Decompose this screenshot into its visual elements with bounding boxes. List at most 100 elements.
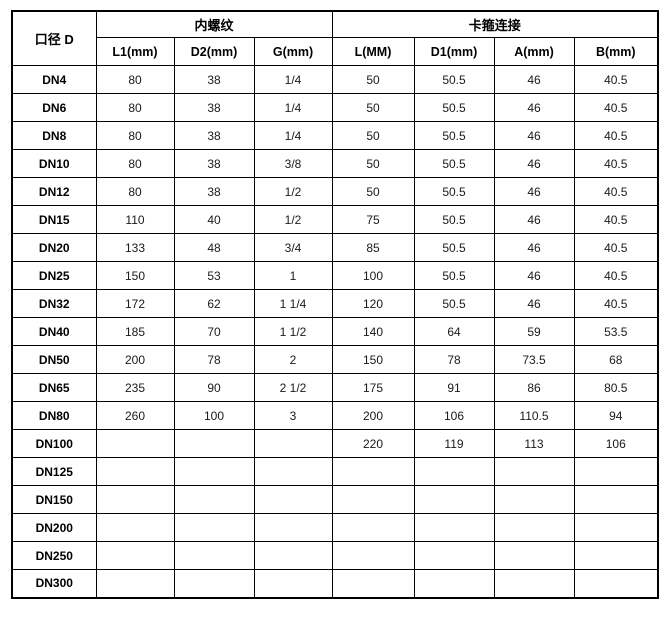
data-cell: 106: [573, 429, 659, 458]
data-cell: 53: [173, 261, 255, 290]
data-cell: 200: [331, 401, 415, 430]
data-cell: [173, 541, 255, 570]
data-cell: [173, 569, 255, 598]
data-cell: 50: [331, 93, 415, 122]
data-cell: 40.5: [573, 261, 659, 290]
data-cell: 140: [331, 317, 415, 346]
data-cell: 50.5: [413, 289, 495, 318]
group-header-internal-thread: 内螺纹: [95, 10, 333, 38]
row-header-cell: DN125: [11, 457, 97, 486]
pipe-fitting-spec-table: 口径 D 内螺纹 卡箍连接 L1(mm) D2(mm) G(mm) L(MM) …: [11, 10, 660, 599]
data-cell: 80: [95, 149, 175, 178]
data-cell: 46: [493, 233, 575, 262]
data-cell: 38: [173, 93, 255, 122]
table-row: DN32 172 62 1 1/4 120 50.5 46 40.5: [11, 289, 659, 318]
data-cell: [173, 485, 255, 514]
data-cell: [95, 429, 175, 458]
row-header-cell: DN8: [11, 121, 97, 150]
data-cell: 73.5: [493, 345, 575, 374]
data-cell: 53.5: [573, 317, 659, 346]
data-cell: 80: [95, 121, 175, 150]
data-cell: 100: [331, 261, 415, 290]
table-row: DN200: [11, 513, 659, 542]
data-cell: [173, 513, 255, 542]
data-cell: 133: [95, 233, 175, 262]
data-cell: 40.5: [573, 93, 659, 122]
row-header-cell: DN40: [11, 317, 97, 346]
data-cell: 185: [95, 317, 175, 346]
table-row: DN65 235 90 2 1/2 175 91 86 80.5: [11, 373, 659, 402]
table-row: DN100 220 119 113 106: [11, 429, 659, 458]
data-cell: 40.5: [573, 65, 659, 94]
table-row: DN8 80 38 1/4 50 50.5 46 40.5: [11, 121, 659, 150]
data-cell: 46: [493, 149, 575, 178]
data-cell: 91: [413, 373, 495, 402]
table-row: DN4 80 38 1/4 50 50.5 46 40.5: [11, 65, 659, 94]
data-cell: 46: [493, 289, 575, 318]
table-row: DN15 110 40 1/2 75 50.5 46 40.5: [11, 205, 659, 234]
data-cell: 78: [413, 345, 495, 374]
data-cell: 40.5: [573, 177, 659, 206]
table-body: DN4 80 38 1/4 50 50.5 46 40.5 DN6 80 38 1/4 50 50.5 46…: [11, 65, 659, 598]
data-cell: 46: [493, 177, 575, 206]
row-header-cell: DN32: [11, 289, 97, 318]
data-cell: 2: [253, 345, 333, 374]
data-cell: [413, 457, 495, 486]
column-header-a: A(mm): [493, 37, 575, 66]
data-cell: 78: [173, 345, 255, 374]
data-cell: 40.5: [573, 149, 659, 178]
data-cell: 94: [573, 401, 659, 430]
data-cell: 40.5: [573, 233, 659, 262]
data-cell: [413, 541, 495, 570]
data-cell: 50.5: [413, 261, 495, 290]
data-cell: 110: [95, 205, 175, 234]
data-cell: 100: [173, 401, 255, 430]
table-row: DN250: [11, 541, 659, 570]
data-cell: 50: [331, 121, 415, 150]
data-cell: [253, 429, 333, 458]
data-cell: 1/2: [253, 205, 333, 234]
data-cell: 172: [95, 289, 175, 318]
row-header-cell: DN150: [11, 485, 97, 514]
data-cell: 106: [413, 401, 495, 430]
data-cell: 38: [173, 121, 255, 150]
data-cell: [331, 541, 415, 570]
row-header-cell: DN15: [11, 205, 97, 234]
data-cell: [493, 485, 575, 514]
data-cell: [253, 569, 333, 598]
data-cell: 119: [413, 429, 495, 458]
group-header-row: 口径 D 内螺纹 卡箍连接: [11, 10, 659, 66]
data-cell: 64: [413, 317, 495, 346]
data-cell: 38: [173, 65, 255, 94]
data-cell: 75: [331, 205, 415, 234]
column-header-g: G(mm): [253, 37, 333, 66]
data-cell: [573, 457, 659, 486]
data-cell: 150: [95, 261, 175, 290]
data-cell: 46: [493, 261, 575, 290]
data-cell: [173, 457, 255, 486]
data-cell: [493, 569, 575, 598]
data-cell: 46: [493, 93, 575, 122]
data-cell: [253, 541, 333, 570]
data-cell: 40.5: [573, 289, 659, 318]
data-cell: [253, 457, 333, 486]
data-cell: 235: [95, 373, 175, 402]
table-row: DN40 185 70 1 1/2 140 64 59 53.5: [11, 317, 659, 346]
data-cell: 38: [173, 177, 255, 206]
data-cell: 80: [95, 65, 175, 94]
data-cell: 50.5: [413, 177, 495, 206]
data-cell: 1: [253, 261, 333, 290]
data-cell: 68: [573, 345, 659, 374]
data-cell: 1/4: [253, 65, 333, 94]
column-header-d2: D2(mm): [173, 37, 255, 66]
table-row: DN50 200 78 2 150 78 73.5 68: [11, 345, 659, 374]
data-cell: 40: [173, 205, 255, 234]
data-cell: [331, 569, 415, 598]
table-row: DN150: [11, 485, 659, 514]
data-cell: 175: [331, 373, 415, 402]
corner-header-diameter: 口径 D: [11, 10, 97, 66]
data-cell: [95, 569, 175, 598]
table-row: DN80 260 100 3 200 106 110.5 94: [11, 401, 659, 430]
data-cell: 3/4: [253, 233, 333, 262]
